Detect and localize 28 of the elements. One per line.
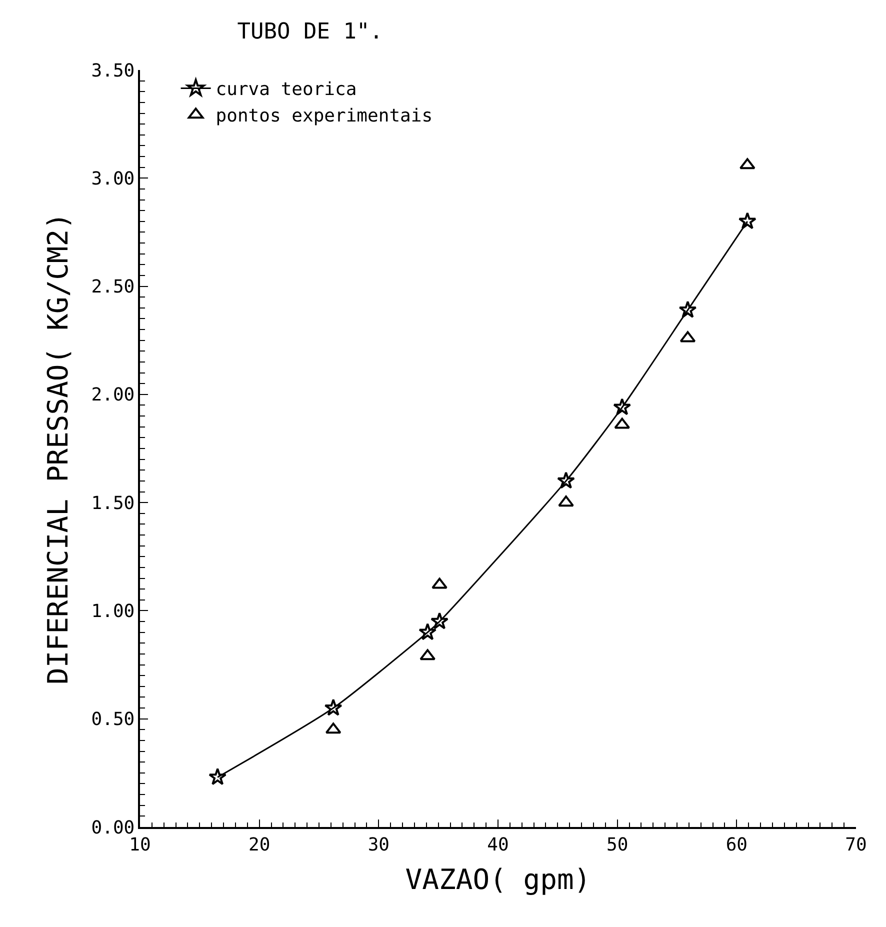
y-tick-label: 2.00 <box>91 384 135 406</box>
x-axis-title: VAZAO( gpm) <box>405 862 591 896</box>
x-tick-label: 70 <box>845 834 867 856</box>
point <box>738 212 756 230</box>
y-tick-label: 0.50 <box>91 709 135 730</box>
y-tick-label: 1.50 <box>91 492 135 514</box>
y-tick-label: 1.00 <box>91 601 135 622</box>
x-tick-label: 30 <box>368 834 390 856</box>
x-tick-label: 50 <box>606 834 628 856</box>
point <box>324 698 342 716</box>
point <box>558 496 574 507</box>
point <box>208 768 227 786</box>
point <box>557 472 576 489</box>
point <box>432 578 448 589</box>
y-tick-label: 2.50 <box>91 276 135 298</box>
legend-label: pontos experimentais <box>216 106 433 127</box>
x-tick-label: 60 <box>726 834 748 856</box>
y-tick-label: 3.50 <box>91 60 135 82</box>
y-tick-label: 3.00 <box>91 168 135 190</box>
point <box>678 300 697 318</box>
chart-title: TUBO DE 1". <box>237 20 383 45</box>
y-axis-title: DIFERENCIAL PRESSAO( KG/CM2) <box>41 212 74 685</box>
x-tick-label: 20 <box>248 834 270 856</box>
legend-label: curva teorica <box>216 79 357 100</box>
point <box>418 622 437 640</box>
point <box>430 612 449 630</box>
x-tick-label: 40 <box>487 834 509 856</box>
point <box>613 398 632 416</box>
